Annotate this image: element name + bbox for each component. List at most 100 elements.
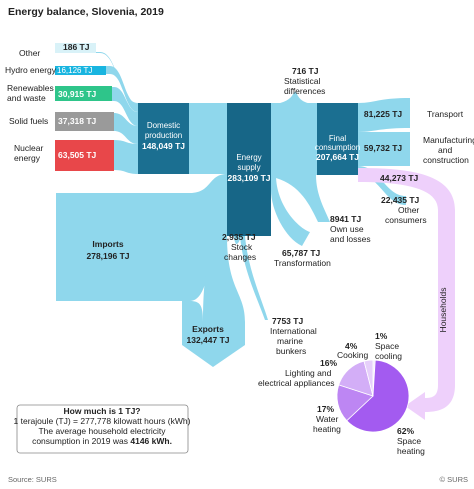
bunkers-label-3: bunkers bbox=[276, 346, 306, 356]
flow-domestic-to-supply bbox=[189, 103, 227, 174]
stat-diff-label-1: Statistical bbox=[284, 76, 320, 86]
node-final-label-1: Final bbox=[329, 134, 347, 143]
pie-label-water-2: heating bbox=[313, 424, 341, 434]
info-box-heading: How much is 1 TJ? bbox=[64, 406, 141, 416]
imports-label: Imports bbox=[92, 239, 123, 249]
flow-supply-to-final bbox=[271, 103, 317, 175]
pie-label-water-pct: 17% bbox=[317, 404, 334, 414]
pie-label-space-heating-2: heating bbox=[397, 446, 425, 456]
node-final-label-2: consumption bbox=[315, 143, 360, 152]
stock-label-2: changes bbox=[224, 252, 256, 262]
manufacturing-label-3: construction bbox=[423, 155, 469, 165]
transport-label: Transport bbox=[427, 109, 464, 119]
source-note: Source: SURS bbox=[8, 475, 57, 484]
stock-value: 2,935 TJ bbox=[222, 232, 256, 242]
pie-label-cooking: Cooking bbox=[337, 350, 368, 360]
node-final-value: 207,664 TJ bbox=[316, 152, 359, 162]
source-bar-solid bbox=[55, 112, 114, 131]
exports-label: Exports bbox=[192, 324, 224, 334]
diagram-title: Energy balance, Slovenia, 2019 bbox=[8, 6, 164, 18]
node-supply-value: 283,109 TJ bbox=[227, 173, 270, 183]
flow-hydro-to-domestic bbox=[106, 66, 138, 112]
node-domestic-value: 148,049 TJ bbox=[142, 141, 185, 151]
node-supply-label-1: Energy bbox=[236, 153, 261, 162]
info-box-line2: The average household electricity bbox=[38, 426, 166, 436]
info-box-line3: consumption in 2019 was 4146 kWh. bbox=[32, 436, 172, 446]
other-consumers-value: 22,435 TJ bbox=[381, 195, 420, 205]
manufacturing-value: 59,732 TJ bbox=[364, 143, 403, 153]
pie-label-cooking-pct: 4% bbox=[345, 341, 358, 351]
transformation-label: Transformation bbox=[274, 258, 331, 268]
pie-slice-space-heating bbox=[346, 359, 410, 433]
source-value-solid: 37,318 TJ bbox=[58, 116, 97, 126]
source-label-hydro: Hydro energy bbox=[5, 65, 57, 75]
source-bar-hydro bbox=[55, 66, 106, 75]
imports-value: 278,196 TJ bbox=[86, 251, 129, 261]
pie-label-space-cooling-pct: 1% bbox=[375, 331, 388, 341]
flow-stat-diff bbox=[271, 92, 317, 104]
node-energy-supply bbox=[227, 103, 271, 236]
transformation-value: 65,787 TJ bbox=[282, 248, 321, 258]
pie-label-lighting-pct: 16% bbox=[320, 358, 337, 368]
flow-imports-to-supply bbox=[56, 174, 227, 301]
stock-label-1: Stock bbox=[231, 242, 253, 252]
manufacturing-label-2: and bbox=[438, 145, 452, 155]
flow-supply-to-exports bbox=[203, 174, 245, 322]
households-label: Households bbox=[438, 288, 448, 333]
flow-solid-to-domestic bbox=[114, 113, 138, 144]
flow-stock-changes bbox=[234, 236, 240, 244]
pie-label-space-cooling-1: Space bbox=[375, 341, 399, 351]
source-bar-other bbox=[55, 43, 96, 53]
pie-label-space-heating-1: Space bbox=[397, 436, 421, 446]
info-box-line1: 1 terajoule (TJ) = 277,778 kilowatt hour… bbox=[14, 416, 191, 426]
source-bars bbox=[55, 43, 114, 171]
node-domestic-label-1: Domestic bbox=[147, 121, 180, 130]
own-use-label-2: and losses bbox=[330, 234, 371, 244]
pie-slice-cooking bbox=[363, 359, 374, 397]
other-consumers-label-2: consumers bbox=[385, 215, 427, 225]
node-domestic-production bbox=[138, 103, 189, 174]
flow-exports-arrow bbox=[182, 345, 245, 367]
transport-value: 81,225 TJ bbox=[364, 109, 403, 119]
bunkers-label-1: International bbox=[270, 326, 317, 336]
node-supply-label-2: supply bbox=[237, 163, 260, 172]
flow-layer bbox=[56, 52, 410, 367]
source-label-solid: Solid fuels bbox=[9, 116, 48, 126]
pie-label-water-1: Water bbox=[316, 414, 339, 424]
household-pie-chart bbox=[336, 359, 410, 433]
source-value-renewables: 30,915 TJ bbox=[58, 89, 97, 99]
exports-value: 132,447 TJ bbox=[186, 335, 229, 345]
source-value-nuclear: 63,505 TJ bbox=[58, 150, 97, 160]
pie-label-space-heating-pct: 62% bbox=[397, 426, 414, 436]
flow-nuclear-to-domestic bbox=[114, 140, 138, 174]
source-label-renewables-1: Renewables bbox=[7, 83, 54, 93]
flow-final-to-transport bbox=[358, 98, 410, 132]
stat-diff-value: 716 TJ bbox=[292, 66, 319, 76]
households-value: 44,273 TJ bbox=[380, 173, 419, 183]
info-box-line3-value: 4146 kWh. bbox=[130, 436, 172, 446]
flow-own-use bbox=[276, 175, 330, 222]
manufacturing-label-1: Manufacturing bbox=[423, 135, 474, 145]
surs-logo-icon: © SURS bbox=[440, 475, 468, 484]
flow-marine-bunkers bbox=[240, 236, 268, 320]
source-label-nuclear-2: energy bbox=[14, 153, 41, 163]
source-label-other: Other bbox=[19, 48, 40, 58]
bunkers-label-2: marine bbox=[277, 336, 303, 346]
pie-label-lighting-1: Lighting and bbox=[285, 368, 332, 378]
source-bar-nuclear bbox=[55, 140, 114, 171]
pie-label-space-cooling-2: cooling bbox=[375, 351, 402, 361]
own-use-value: 8941 TJ bbox=[330, 214, 361, 224]
source-bar-renewables bbox=[55, 86, 112, 101]
other-consumers-label-1: Other bbox=[398, 205, 419, 215]
source-value-other: 186 TJ bbox=[63, 42, 90, 52]
info-box-line3-prefix: consumption in 2019 was bbox=[32, 436, 128, 446]
source-label-nuclear-1: Nuclear bbox=[14, 143, 43, 153]
flow-exports-column bbox=[182, 301, 245, 345]
pie-label-lighting-2: electrical appliances bbox=[258, 378, 335, 388]
flow-renewables-to-domestic bbox=[112, 87, 138, 126]
flow-final-to-manufacturing bbox=[358, 132, 410, 166]
stat-diff-label-2: differences bbox=[284, 86, 325, 96]
surs-logo-text: SURS bbox=[447, 475, 468, 484]
flow-households-arrow bbox=[358, 168, 455, 420]
